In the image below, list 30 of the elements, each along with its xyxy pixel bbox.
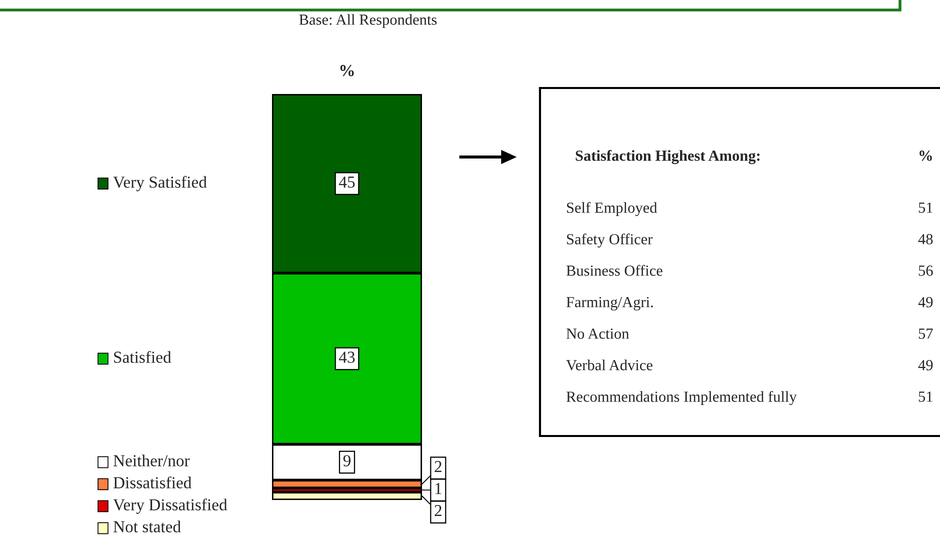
chart-title: % [340, 64, 354, 76]
category-label: Self Employed [567, 202, 658, 216]
data-label: 2 [434, 505, 442, 516]
data-label: 9 [343, 455, 350, 466]
data-label: 43 [338, 352, 355, 363]
data-label: 49 [918, 297, 933, 308]
legend-label: Satisfied [114, 350, 172, 363]
category-label: Recommendations Implemented fully [566, 390, 797, 406]
data-label: 57 [918, 328, 933, 339]
category-label: Verbal Advice [566, 360, 652, 370]
legend-label: Not stated [113, 520, 181, 532]
text: % [920, 150, 932, 161]
category-label: Farming/Agri. [566, 297, 653, 310]
category-label: Safety Officer [567, 233, 653, 248]
legend-label: Dissatisfied [113, 476, 192, 488]
data-label: 56 [918, 266, 933, 276]
data-label: 1 [435, 483, 442, 494]
data-label: 2 [434, 461, 442, 472]
data-label: 48 [918, 234, 933, 244]
text: Satisfaction Highest Among: [576, 150, 760, 164]
category-label: No Action [566, 328, 629, 339]
legend-label: Neither/nor [113, 454, 190, 466]
legend-label: Very Dissatisfied [113, 498, 228, 514]
category-label: Business Office [566, 264, 662, 276]
data-label: 49 [918, 360, 933, 370]
chart-subtitle: Base: All Respondents [299, 14, 437, 28]
data-label: 51 [918, 202, 932, 213]
data-label: 45 [338, 176, 355, 188]
legend-label: Very Satisfied [113, 176, 207, 192]
data-label: 51 [918, 392, 932, 402]
